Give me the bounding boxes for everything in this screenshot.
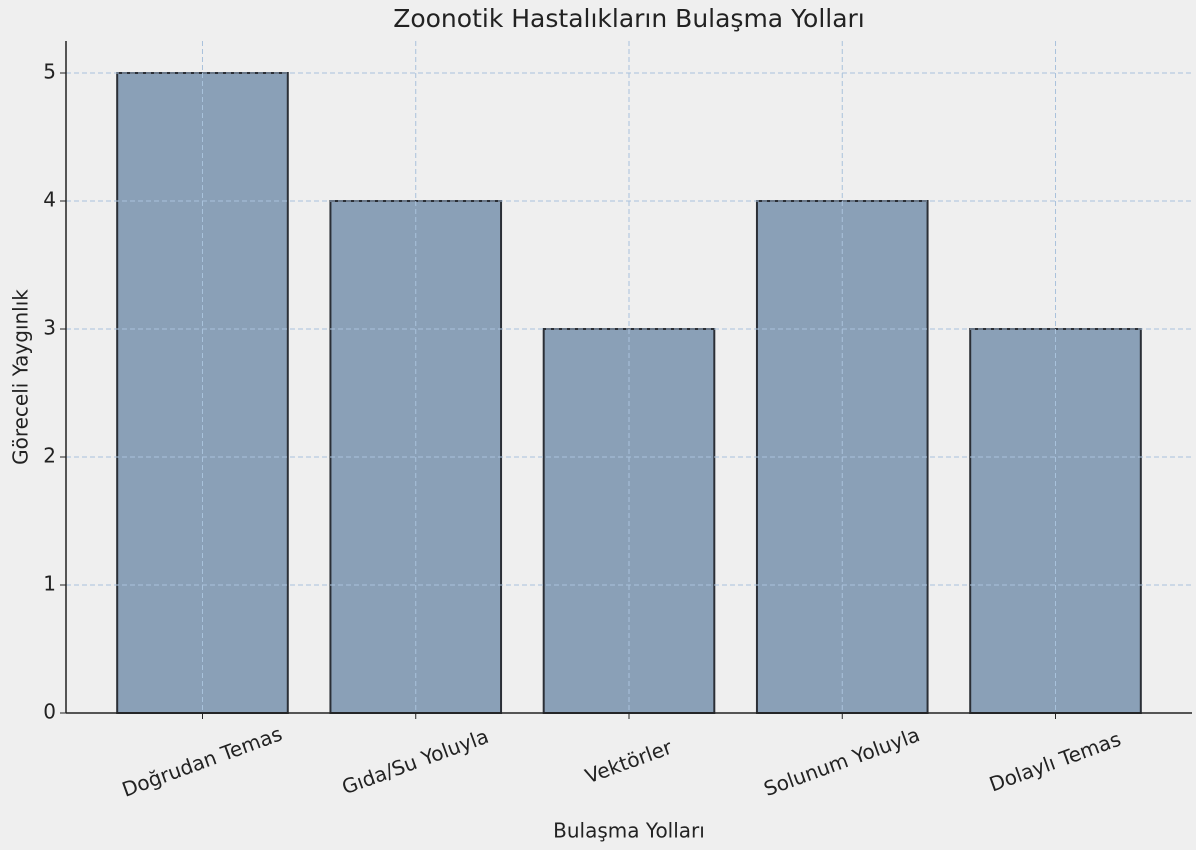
y-tick-label: 4 xyxy=(43,188,56,212)
x-tick-label: Solunum Yoluyla xyxy=(761,722,923,801)
y-axis-label: Göreceli Yaygınlık xyxy=(9,289,33,465)
x-tick-label: Vektörler xyxy=(582,735,676,789)
y-tick-label: 2 xyxy=(43,444,56,468)
y-tick-label: 1 xyxy=(43,572,56,596)
x-tick-label: Doğrudan Temas xyxy=(119,721,286,801)
x-tick-label: Gıda/Su Yoluyla xyxy=(339,724,492,799)
y-tick-label: 0 xyxy=(43,700,56,724)
y-tick-label: 3 xyxy=(43,316,56,340)
y-tick-label: 5 xyxy=(43,60,56,84)
chart-title: Zoonotik Hastalıkların Bulaşma Yolları xyxy=(393,4,865,33)
x-tick-label: Dolaylı Temas xyxy=(986,727,1124,797)
x-axis-label: Bulaşma Yolları xyxy=(553,819,705,843)
